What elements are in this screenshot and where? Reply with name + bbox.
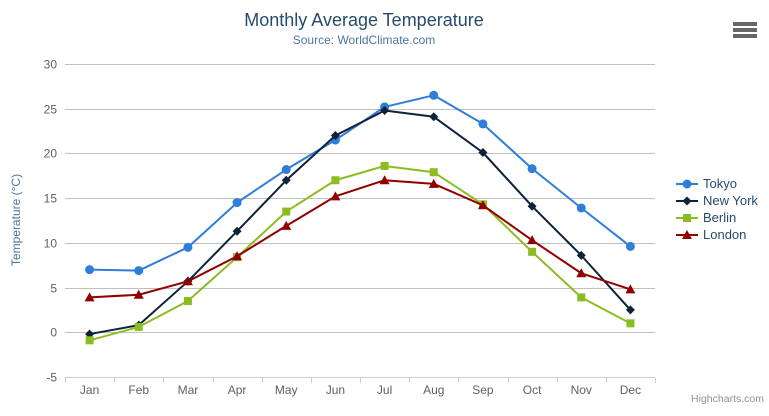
triangle-marker[interactable] [576,268,587,278]
x-axis-label: Feb [128,383,149,397]
circle-marker[interactable] [85,265,95,275]
y-axis-label: 10 [44,237,58,251]
diamond-marker[interactable] [281,175,291,185]
y-axis-label: 5 [50,282,57,296]
triangle-marker[interactable] [281,220,292,230]
diamond-marker[interactable] [478,148,488,158]
circle-marker[interactable] [478,119,488,129]
y-axis-label: 20 [44,147,58,161]
diamond-marker[interactable] [576,250,586,260]
circle-marker[interactable] [183,242,193,252]
triangle-marker[interactable] [428,178,439,188]
diamond-marker[interactable] [85,329,95,339]
diamond-marker[interactable] [527,201,537,211]
x-axis-label: Jul [377,383,392,397]
triangle-marker[interactable] [133,289,144,299]
legend-label: London [703,227,747,242]
series-tokyo [85,90,635,276]
series-line [89,109,632,336]
legend-marker-square-icon [676,213,698,222]
circle-marker[interactable] [281,165,291,175]
x-axis-label: Dec [620,383,641,397]
square-marker[interactable] [380,161,389,170]
series-london [84,175,636,302]
circle-marker[interactable] [232,198,242,208]
hamburger-icon[interactable] [733,22,757,38]
x-axis-label: Mar [178,383,199,397]
y-axis-label: 15 [44,192,58,206]
legend-label: New York [703,193,758,208]
square-icon [683,213,691,222]
triangle-marker[interactable] [527,235,538,245]
triangle-icon [682,229,692,239]
x-axis-label: Oct [523,383,542,397]
triangle-marker[interactable] [625,284,636,294]
x-axis-label: Apr [228,383,247,397]
triangle-marker[interactable] [84,292,95,302]
legend-label: Tokyo [703,176,737,191]
x-axis-label: Nov [571,383,592,397]
square-marker[interactable] [134,322,143,331]
legend-label: Berlin [703,210,737,225]
diamond-marker[interactable] [232,226,242,236]
x-axis-label: Jan [80,383,99,397]
x-axis-label: Sep [472,383,494,397]
diamond-marker[interactable] [330,131,340,141]
diamond-marker[interactable] [429,112,439,122]
series-line [89,94,632,272]
chart-title: Monthly Average Temperature [244,10,484,30]
credits-link[interactable]: Highcharts.com [691,393,764,405]
circle-marker[interactable] [134,266,144,276]
legend-item-london[interactable]: London [676,226,758,243]
triangle-marker[interactable] [232,251,243,261]
square-marker[interactable] [331,176,340,185]
x-axis-label: Jun [326,383,345,397]
square-marker[interactable] [282,207,291,216]
square-marker[interactable] [577,293,586,302]
square-marker[interactable] [528,247,537,256]
y-axis-label: 30 [44,58,58,72]
legend-item-berlin[interactable]: Berlin [676,209,758,226]
triangle-marker[interactable] [477,200,488,210]
circle-marker[interactable] [527,164,537,174]
legend-marker-circle-icon [676,179,698,188]
diamond-icon [682,196,692,205]
square-marker[interactable] [429,168,438,177]
square-marker[interactable] [183,296,192,305]
y-axis-label: 25 [44,103,58,117]
legend-marker-diamond-icon [676,196,698,205]
diamond-marker[interactable] [625,305,635,315]
legend-marker-triangle-icon [676,229,698,239]
triangle-marker[interactable] [182,276,193,286]
series-line [89,179,631,299]
triangle-marker[interactable] [330,191,341,201]
y-axis-label: -5 [46,371,57,385]
triangle-marker[interactable] [379,175,390,185]
diamond-marker[interactable] [380,106,390,116]
square-marker[interactable] [85,336,94,345]
x-axis-label: Aug [423,383,444,397]
chart-subtitle: Source: WorldClimate.com [292,33,436,47]
x-axis-label: May [275,383,298,397]
y-axis-label: 0 [50,326,57,340]
legend: Tokyo New York Berlin London [676,175,758,243]
circle-marker[interactable] [625,241,635,251]
legend-item-new-york[interactable]: New York [676,192,758,209]
circle-marker[interactable] [429,90,439,100]
legend-item-tokyo[interactable]: Tokyo [676,175,758,192]
series-line [89,164,631,342]
square-marker[interactable] [626,319,635,328]
circle-marker[interactable] [576,203,586,213]
circle-icon [682,179,692,188]
series-new-york [85,106,635,339]
